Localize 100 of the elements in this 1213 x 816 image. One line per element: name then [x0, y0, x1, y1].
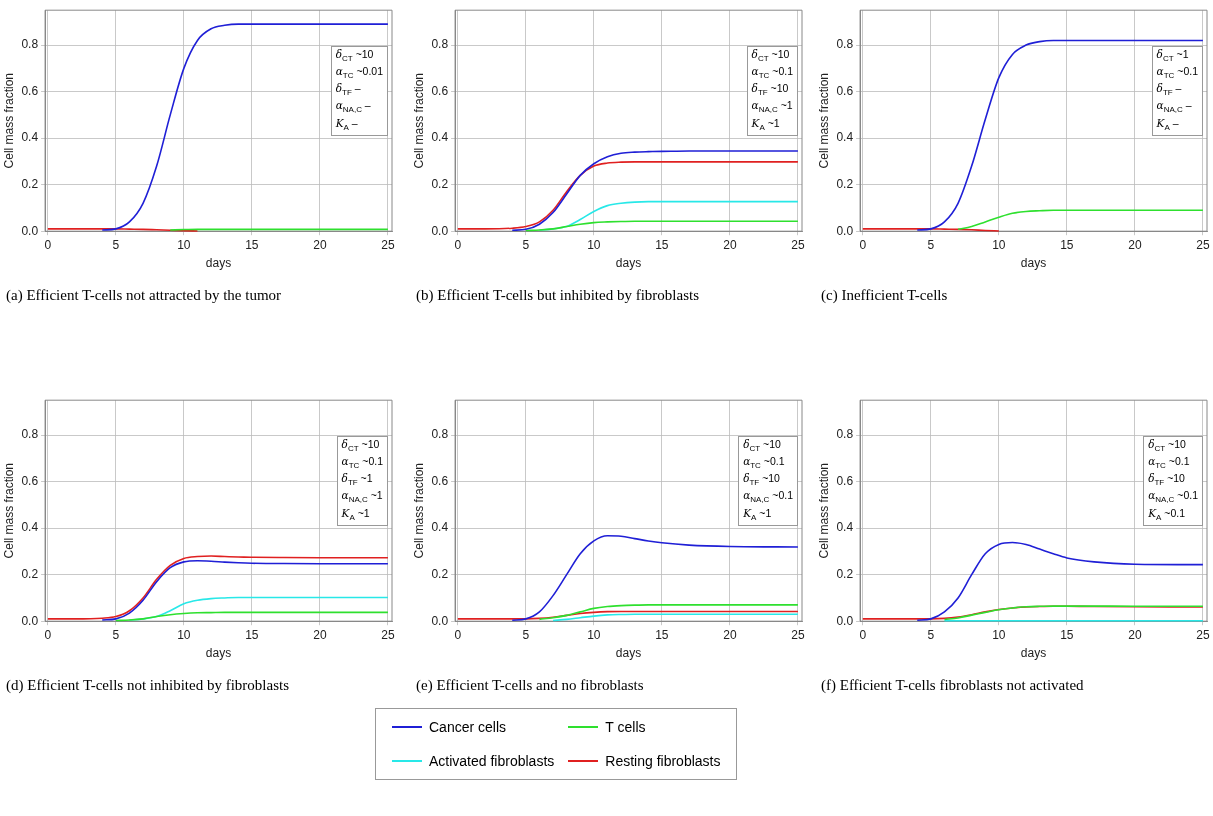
annotation: δ$_{TF}$ – [1156, 82, 1183, 100]
y-tick-label: 0.2 [836, 176, 854, 191]
x-tick-label: 0 [859, 627, 867, 642]
annotation: α$_{NA,C}$ – [335, 99, 372, 117]
annotation: K$_{A}$ ~0.1 [1148, 506, 1186, 524]
annotation: δ$_{TF}$ – [335, 82, 362, 100]
y-axis-title: Cell mass fraction [1, 73, 16, 169]
annotation: α$_{NA,C}$ ~1 [751, 99, 793, 117]
line-series [957, 209, 1204, 231]
y-tick-label: 0.8 [431, 427, 449, 442]
annotation: δ$_{CT}$ ~10 [335, 48, 375, 66]
y-tick-label: 0.4 [21, 130, 39, 145]
annotation: α$_{NA,C}$ ~0.1 [743, 489, 793, 507]
annotation: K$_{A}$ – [1156, 116, 1180, 134]
annotation: K$_{A}$ ~1 [341, 506, 371, 524]
line-series [101, 559, 389, 621]
y-tick-label: 0.2 [21, 566, 39, 581]
y-tick-label: 0.0 [21, 223, 39, 238]
y-tick-label: 0.4 [431, 520, 449, 535]
legend-label: T cells [605, 719, 646, 735]
text: (b) Efficient T-cells but inhibited by fibroblasts [416, 286, 700, 305]
x-tick-label: 0 [454, 627, 462, 642]
x-tick-label: 5 [522, 237, 530, 252]
annotation: δ$_{TF}$ ~10 [1148, 472, 1186, 490]
x-tick-label: 25 [1196, 627, 1210, 642]
x-tick-label: 10 [992, 627, 1006, 642]
y-axis-title: Cell mass fraction [816, 73, 831, 169]
y-tick-label: 0.6 [836, 83, 854, 98]
annotation: K$_{A}$ ~1 [751, 116, 781, 134]
x-tick-label: 5 [112, 237, 120, 252]
text: (e) Efficient T-cells and no fibroblasts [416, 676, 645, 695]
annotation: δ$_{CT}$ ~10 [743, 438, 782, 456]
x-axis-title: days [205, 256, 232, 271]
text: (a) Efficient T-cells not attracted by the tumor [6, 286, 283, 305]
line-series [101, 23, 389, 231]
y-tick-label: 0.8 [21, 37, 39, 52]
x-tick-label: 20 [313, 627, 327, 642]
x-tick-label: 20 [313, 237, 327, 252]
annotation: α$_{TC}$ ~0.1 [1156, 65, 1198, 83]
x-axis-title: days [615, 646, 642, 661]
x-tick-label: 20 [723, 627, 737, 642]
text: (c) Inefficient T-cells [821, 286, 949, 305]
legend-label: Activated fibroblasts [429, 753, 555, 769]
line-series [525, 220, 799, 232]
line-series [916, 39, 1204, 231]
y-tick-label: 0.6 [836, 473, 854, 488]
y-axis-title: Cell mass fraction [411, 463, 426, 559]
line-series [457, 610, 799, 620]
x-tick-label: 15 [655, 237, 669, 252]
y-tick-label: 0.4 [836, 130, 854, 145]
x-tick-label: 0 [454, 237, 462, 252]
x-tick-label: 15 [655, 627, 669, 642]
x-tick-label: 0 [44, 237, 52, 252]
annotation: δ$_{CT}$ ~10 [1148, 438, 1187, 456]
x-tick-label: 5 [927, 237, 935, 252]
y-tick-label: 0.6 [21, 83, 39, 98]
x-axis-title: days [205, 646, 232, 661]
legend-label: Cancer cells [429, 719, 507, 735]
y-tick-label: 0.0 [836, 223, 854, 238]
annotation: α$_{TC}$ ~0.1 [341, 455, 383, 473]
y-tick-label: 0.0 [21, 613, 39, 628]
y-tick-label: 0.8 [836, 37, 854, 52]
y-tick-label: 0.4 [21, 520, 39, 535]
annotation: K$_{A}$ ~1 [743, 506, 773, 524]
x-tick-label: 20 [1128, 627, 1142, 642]
y-tick-label: 0.0 [431, 613, 449, 628]
x-tick-label: 10 [587, 237, 601, 252]
y-axis-title: Cell mass fraction [411, 73, 426, 169]
annotation: δ$_{TF}$ ~10 [751, 82, 790, 100]
annotation: α$_{TC}$ ~0.1 [743, 455, 786, 473]
x-tick-label: 25 [381, 237, 395, 252]
annotation: δ$_{CT}$ ~10 [341, 438, 381, 456]
x-axis-title: days [1020, 646, 1047, 661]
annotation: α$_{NA,C}$ ~1 [341, 489, 383, 507]
x-tick-label: 25 [791, 627, 805, 642]
x-tick-label: 15 [245, 237, 259, 252]
y-tick-label: 0.8 [431, 37, 449, 52]
annotation: α$_{NA,C}$ – [1156, 99, 1193, 117]
x-axis-title: days [615, 256, 642, 271]
annotation: δ$_{CT}$ ~10 [751, 48, 791, 66]
x-tick-label: 25 [1196, 237, 1210, 252]
line-series [538, 604, 799, 621]
x-tick-label: 5 [522, 627, 530, 642]
annotation: δ$_{TF}$ ~1 [341, 472, 374, 490]
x-tick-label: 10 [177, 237, 191, 252]
x-tick-label: 20 [1128, 237, 1142, 252]
line-series [943, 605, 1204, 621]
annotation: α$_{TC}$ ~0.01 [335, 65, 383, 83]
y-tick-label: 0.8 [836, 427, 854, 442]
x-tick-label: 5 [927, 627, 935, 642]
text: (d) Efficient T-cells not inhibited by fibroblasts [6, 676, 290, 695]
line-series [457, 161, 799, 230]
x-tick-label: 0 [44, 627, 52, 642]
y-tick-label: 0.0 [836, 613, 854, 628]
text: (f) Efficient T-cells fibroblasts not activated [821, 676, 1085, 695]
x-tick-label: 10 [992, 237, 1006, 252]
x-tick-label: 25 [791, 237, 805, 252]
annotation: α$_{TC}$ ~0.1 [751, 65, 793, 83]
y-tick-label: 0.2 [431, 566, 449, 581]
line-series [511, 535, 799, 622]
